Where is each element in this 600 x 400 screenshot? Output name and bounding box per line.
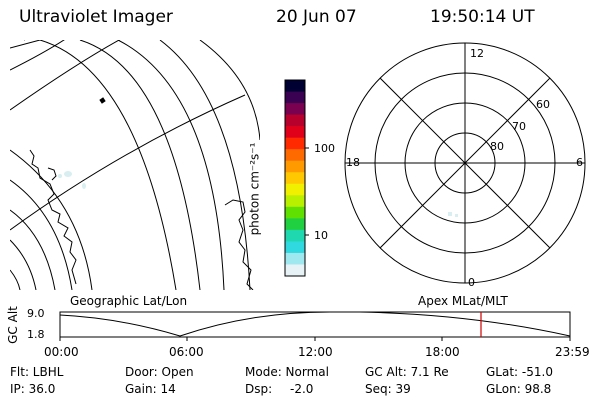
alt-x-tick-0000: 00:00 <box>44 345 79 359</box>
polar-caption: Apex MLat/MLT <box>418 294 508 308</box>
map-aurora-spots <box>58 171 86 189</box>
colorbar-tick-10: 10 <box>314 229 328 242</box>
colorbar-segment <box>285 218 305 231</box>
polar-aurora-spots <box>448 212 458 217</box>
alt-tick-low: 1.8 <box>27 328 45 341</box>
colorbar-segment <box>285 126 305 139</box>
polar-plot <box>344 42 586 284</box>
colorbar-segment <box>285 149 305 162</box>
colorbar-segment <box>285 229 305 242</box>
instrument-title: Ultraviolet Imager <box>19 7 173 27</box>
status-ip: IP: 36.0 <box>10 382 56 396</box>
colorbar <box>284 79 309 277</box>
status-gain: Gain: 14 <box>125 382 176 396</box>
status-dsp-value: -2.0 <box>290 382 314 396</box>
map-caption: Geographic Lat/Lon <box>70 294 188 308</box>
polar-hour-0: 0 <box>468 276 475 289</box>
alt-axis-label: GC Alt <box>5 306 20 344</box>
polar-hour-12: 12 <box>470 47 484 60</box>
alt-x-tick-0600: 06:00 <box>169 345 204 359</box>
colorbar-segment <box>285 241 305 254</box>
colorbar-segment <box>285 195 305 208</box>
polar-lat-80: 80 <box>490 140 504 153</box>
colorbar-axis-label: photon cm⁻²s⁻¹ <box>247 142 262 236</box>
colorbar-segment <box>285 183 305 196</box>
status-mode: Mode: Normal <box>245 365 329 379</box>
colorbar-frame <box>284 79 306 277</box>
geographic-map <box>10 40 260 290</box>
colorbar-segment <box>285 114 305 127</box>
status-filter: Flt: LBHL <box>10 365 64 379</box>
alt-x-tick-1800: 18:00 <box>425 345 460 359</box>
status-seq: Seq: 39 <box>365 382 411 396</box>
colorbar-segment <box>285 252 305 265</box>
status-glon: GLon: 98.8 <box>486 382 552 396</box>
alt-x-tick-2359: 23:59 <box>555 345 590 359</box>
polar-lat-70: 70 <box>512 120 526 133</box>
colorbar-segment <box>285 91 305 104</box>
colorbar-segment <box>285 206 305 219</box>
colorbar-segment <box>285 137 305 150</box>
colorbar-tick-100: 100 <box>314 142 335 155</box>
polar-hour-18: 18 <box>346 156 360 169</box>
altitude-plot <box>59 311 571 341</box>
status-gc-alt: GC Alt: 7.1 Re <box>365 365 449 379</box>
colorbar-segment <box>285 172 305 185</box>
polar-hour-6: 6 <box>576 156 583 169</box>
polar-lat-60: 60 <box>536 98 550 111</box>
status-glat: GLat: -51.0 <box>486 365 553 379</box>
date-label: 20 Jun 07 <box>276 7 357 27</box>
colorbar-segment <box>285 80 305 93</box>
alt-x-tick-1200: 12:00 <box>298 345 333 359</box>
colorbar-segment <box>285 160 305 173</box>
colorbar-segment <box>285 264 305 277</box>
colorbar-segment <box>285 103 305 116</box>
alt-tick-high: 9.0 <box>27 307 45 320</box>
status-dsp-label: Dsp: <box>245 382 273 396</box>
status-door: Door: Open <box>125 365 194 379</box>
time-label: 19:50:14 UT <box>430 7 535 27</box>
